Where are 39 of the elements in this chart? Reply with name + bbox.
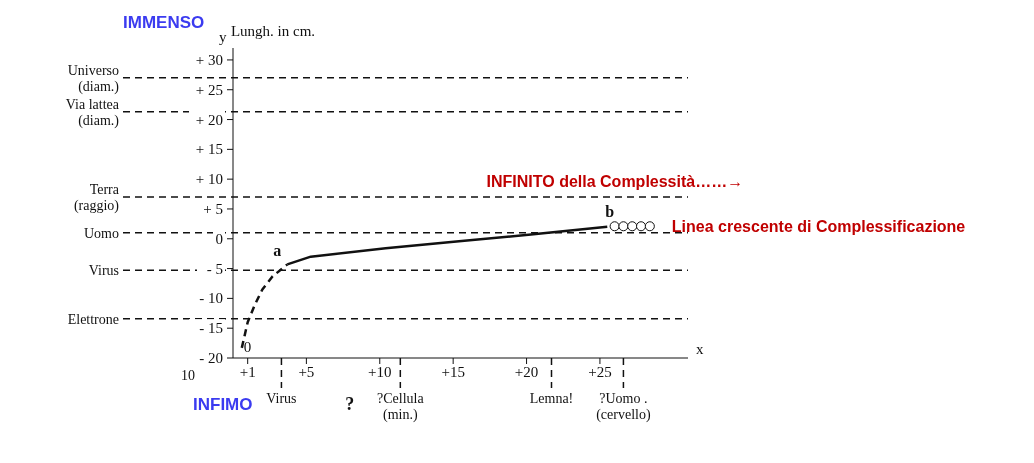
y-tick-label: - 10 <box>199 290 223 307</box>
ref-line-label: ?Uomo . (cervello) <box>596 391 651 423</box>
ref-line-label: Elettrone <box>67 311 119 327</box>
annotation: b <box>605 202 615 220</box>
x-tick-label: +10 <box>368 363 392 380</box>
ref-line-label: Uomo <box>84 225 119 241</box>
ref-line-label: Virus <box>88 263 119 279</box>
ref-line-label: Universo (diam.) <box>67 62 120 95</box>
text: 10 <box>181 368 195 383</box>
y-tick-label: + 10 <box>195 171 223 188</box>
y-tick-label: + 30 <box>195 51 223 68</box>
ref-line-label: Lemna! <box>529 391 574 406</box>
x-tick-label: +5 <box>298 363 315 380</box>
y-tick-label: + 20 <box>195 111 223 128</box>
ref-line-label: Via lattea (diam.) <box>65 96 120 129</box>
annotation: INFINITO della Complessità……→ <box>486 173 744 191</box>
x-tick-label: +1 <box>239 363 256 380</box>
text: y <box>219 29 227 45</box>
y-tick-label: + 5 <box>203 200 223 217</box>
annotation: Linea crescente di Complessificazione <box>671 218 966 236</box>
ref-line-label: Virus <box>266 391 297 406</box>
text: ? <box>345 394 355 414</box>
x-tick-label: +20 <box>514 363 539 380</box>
text: INFIMO <box>193 395 253 414</box>
y-tick-label: - 5 <box>206 260 223 277</box>
y-tick-label: + 15 <box>195 141 223 158</box>
annotation: 0 <box>243 338 252 355</box>
y-tick-label: + 25 <box>195 81 223 98</box>
annotation: a <box>273 242 282 260</box>
x-tick-label: +25 <box>588 363 612 380</box>
y-axis-title: Lungh. in cm. <box>230 23 316 39</box>
text: IMMENSO <box>123 13 205 32</box>
y-tick-label: - 20 <box>199 350 223 366</box>
text: x <box>696 341 704 357</box>
x-tick-label: +15 <box>441 363 465 380</box>
ref-line-label: ?Cellula (min.) <box>376 391 425 423</box>
y-tick-label: - 15 <box>199 320 223 337</box>
ref-line-label: Terra (raggio) <box>73 182 120 215</box>
y-tick-label: 0 <box>215 230 223 247</box>
